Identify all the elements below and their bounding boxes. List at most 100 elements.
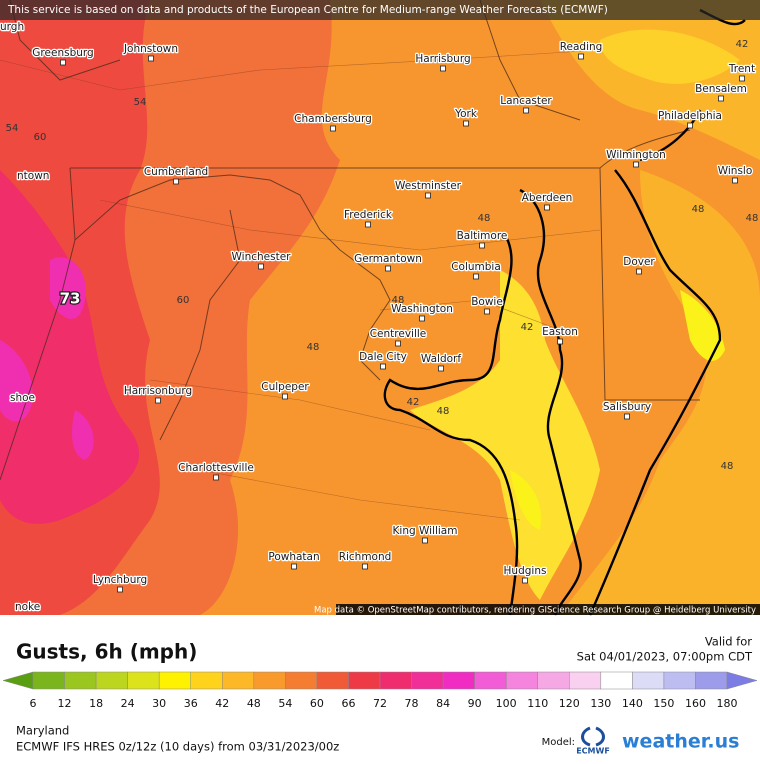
scale-tick-label: 66: [341, 697, 355, 710]
contour-label: 48: [392, 295, 405, 306]
scale-cell: [253, 671, 286, 690]
city-marker: [523, 107, 529, 114]
contour-label: 48: [692, 204, 705, 215]
max-label: 73: [60, 290, 81, 308]
scale-tick-label: 18: [89, 697, 103, 710]
city-marker: [633, 161, 639, 168]
city-marker: [330, 125, 336, 132]
city-label: Lancaster: [500, 95, 552, 107]
scale-tick-label: 42: [215, 697, 229, 710]
city-marker: [440, 65, 446, 72]
contour-label: 60: [177, 295, 190, 306]
city-label: Richmond: [339, 551, 392, 563]
city-marker: [636, 268, 642, 275]
city-marker: [557, 338, 563, 345]
city-label: Harrisburg: [415, 53, 470, 65]
city-label: Columbia: [451, 261, 501, 273]
scale-tick-label: 180: [717, 697, 738, 710]
city-label: Chambersburg: [294, 113, 372, 125]
city-label: Baltimore: [457, 230, 508, 242]
contour-label: 60: [34, 132, 47, 143]
city-label: Trent: [728, 63, 755, 75]
city-marker: [282, 393, 288, 400]
scale-tick-label: 84: [436, 697, 450, 710]
scale-cell: [569, 671, 602, 690]
model-label: Model:: [542, 737, 575, 748]
city-label: Winslo: [718, 165, 753, 177]
scale-tick-label: 110: [527, 697, 548, 710]
city-marker: [291, 563, 297, 570]
scale-cell: [442, 671, 475, 690]
city-marker: [380, 363, 386, 370]
scale-tick-label: 100: [496, 697, 517, 710]
scale-arrow-low: [2, 671, 34, 690]
banner: This service is based on data and produc…: [7, 4, 608, 16]
scale-tick-label: 130: [590, 697, 611, 710]
city-marker: [463, 120, 469, 127]
map: urgh Greensburg Johnstown Harrisburg Reading…: [0, 0, 760, 616]
scale-tick-label: 36: [184, 697, 198, 710]
coastline: [519, 188, 582, 616]
scale-tick-label: 12: [58, 697, 72, 710]
scale-cell: [222, 671, 255, 690]
scale-tick-label: 120: [559, 697, 580, 710]
city-marker: [385, 265, 391, 272]
scale-cell: [474, 671, 507, 690]
region: Maryland: [16, 724, 69, 738]
scale-tick-label: 24: [121, 697, 135, 710]
scale-cell: [316, 671, 349, 690]
city-marker: [438, 365, 444, 372]
brand: weather.us: [622, 731, 739, 753]
valid-label: Valid for: [705, 635, 752, 649]
city-label: Centreville: [370, 328, 427, 340]
city-marker: [117, 586, 123, 593]
city-marker: [739, 75, 745, 82]
scale-tick-label: 90: [468, 697, 482, 710]
scale-cell: [695, 671, 728, 690]
city-marker: [544, 204, 550, 211]
contour-label: 48: [437, 406, 450, 417]
city-marker: [718, 95, 724, 102]
scale-cell: [32, 671, 65, 690]
gust-zone: [560, 170, 760, 615]
coastline: [588, 169, 722, 616]
city-label: Bensalem: [695, 83, 747, 95]
city-label: Johnstown: [123, 43, 178, 55]
city-label: Aberdeen: [522, 192, 573, 204]
city-label: Lynchburg: [93, 574, 147, 586]
scale-cell: [663, 671, 696, 690]
gust-zone: [410, 270, 600, 600]
city-marker: [522, 577, 528, 584]
city-label: ntown: [17, 170, 49, 182]
city-label: Wilmington: [606, 149, 666, 161]
scale-cell: [411, 671, 444, 690]
scale-cell: [348, 671, 381, 690]
scale-cell: [127, 671, 160, 690]
gust-zone: [600, 29, 740, 84]
city-label: noke: [15, 601, 40, 613]
scale-tick-label: 72: [373, 697, 387, 710]
scale-cell: [285, 671, 318, 690]
county-border: [9, 0, 581, 441]
city-marker: [148, 55, 154, 62]
city-label: Westminster: [395, 180, 462, 192]
city-label: Winchester: [232, 251, 292, 263]
contour-label: 42: [407, 397, 420, 408]
banner-bar: [0, 0, 760, 20]
title: Gusts, 6h (mph): [16, 640, 197, 664]
city-labels: urgh Greensburg Johnstown Harrisburg Reading…: [0, 20, 756, 615]
city-label: Charlottesville: [178, 462, 254, 474]
attribution: Map data © OpenStreetMap contributors, r…: [314, 606, 756, 616]
scale-cell: [64, 671, 97, 690]
scale-tick-label: 30: [152, 697, 166, 710]
scale-arrow-high: [726, 671, 758, 690]
gust-zone: [510, 290, 725, 530]
contour-label: 48: [746, 213, 759, 224]
city-label: Greensburg: [32, 47, 93, 59]
city-marker: [484, 308, 490, 315]
city-marker: [473, 273, 479, 280]
city-marker: [732, 177, 738, 184]
city-label: King William: [393, 525, 458, 537]
contour-labels: 42 54 54 60 48 48 60 48 48 42 48 42 48 48 73: [6, 39, 759, 472]
scale-cell: [95, 671, 128, 690]
